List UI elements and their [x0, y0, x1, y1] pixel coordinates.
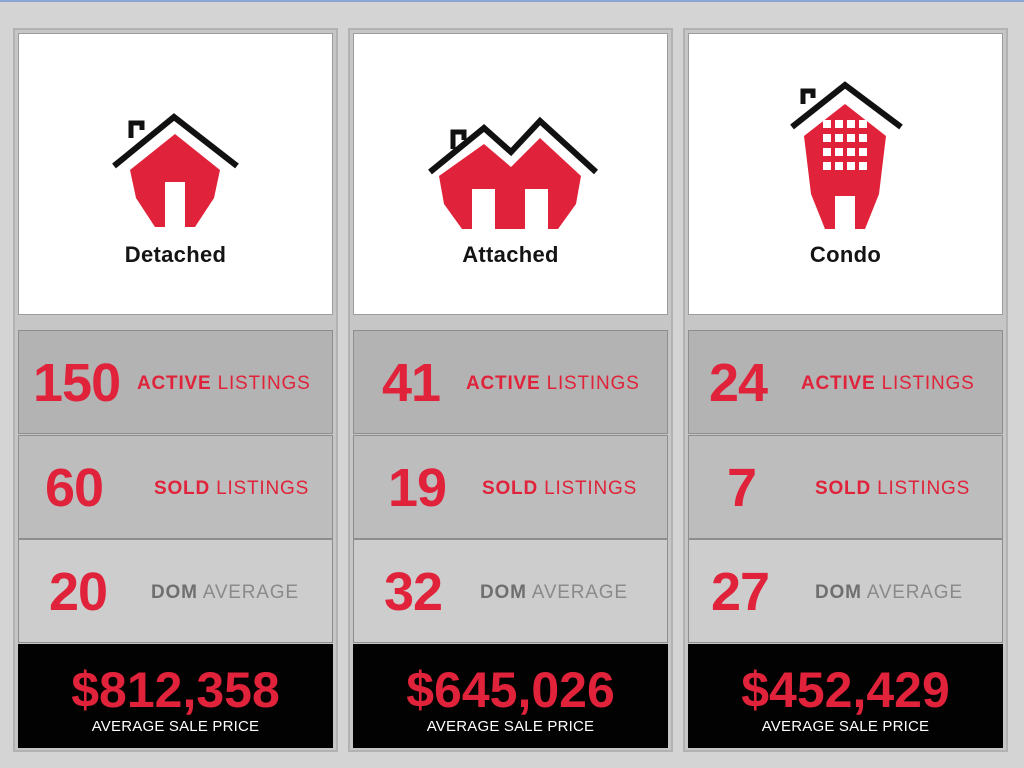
- active-listings-count: 41: [382, 353, 441, 413]
- property-type-card: Attached: [353, 33, 668, 315]
- active-listings-label: ACTIVE LISTINGS: [137, 373, 311, 394]
- attached-column: Attached 41 ACTIVE LISTINGS 19 SOLD LIST…: [348, 28, 673, 752]
- active-listings-row: 24 ACTIVE LISTINGS: [688, 330, 1003, 434]
- dom-average-value: 27: [711, 562, 770, 622]
- active-listings-count: 150: [33, 353, 121, 413]
- dom-average-label: DOM AVERAGE: [480, 582, 628, 603]
- average-sale-price-value: $645,026: [406, 662, 615, 718]
- average-sale-price-block: $645,026 AVERAGE SALE PRICE: [353, 644, 668, 748]
- detached-column: Detached 150 ACTIVE LISTINGS 60 SOLD LIS…: [13, 28, 338, 752]
- sold-listings-label: SOLD LISTINGS: [154, 478, 310, 499]
- average-sale-price-block: $812,358 AVERAGE SALE PRICE: [18, 644, 333, 748]
- average-sale-price-label: AVERAGE SALE PRICE: [426, 718, 595, 735]
- sold-listings-row: 19 SOLD LISTINGS: [353, 435, 668, 539]
- active-listings-count: 24: [709, 353, 768, 413]
- property-type-label: Condo: [809, 242, 882, 267]
- dom-average-row: 32 DOM AVERAGE: [353, 539, 668, 643]
- condo-column: Condo 24 ACTIVE LISTINGS 7 SOLD LISTINGS…: [683, 28, 1008, 752]
- property-type-label: Attached: [462, 242, 559, 267]
- dom-average-label: DOM AVERAGE: [151, 582, 299, 603]
- dom-average-label: DOM AVERAGE: [815, 582, 963, 603]
- dom-average-value: 20: [49, 562, 108, 622]
- active-listings-row: 41 ACTIVE LISTINGS: [353, 330, 668, 434]
- condo-building-icon: [790, 81, 903, 229]
- active-listings-row: 150 ACTIVE LISTINGS: [18, 330, 333, 434]
- sold-listings-count: 19: [388, 458, 447, 518]
- dom-average-row: 27 DOM AVERAGE: [688, 539, 1003, 643]
- active-listings-label: ACTIVE LISTINGS: [466, 373, 640, 394]
- dom-average-row: 20 DOM AVERAGE: [18, 539, 333, 643]
- sold-listings-row: 7 SOLD LISTINGS: [688, 435, 1003, 539]
- sold-listings-label: SOLD LISTINGS: [482, 478, 638, 499]
- average-sale-price-label: AVERAGE SALE PRICE: [91, 718, 260, 735]
- detached-house-icon: [112, 113, 239, 227]
- average-sale-price-label: AVERAGE SALE PRICE: [761, 718, 930, 735]
- property-type-label: Detached: [124, 242, 227, 267]
- property-type-card: Condo: [688, 33, 1003, 315]
- sold-listings-count: 7: [727, 458, 757, 518]
- property-type-card: Detached: [18, 33, 333, 315]
- sold-listings-count: 60: [45, 458, 104, 518]
- average-sale-price-block: $452,429 AVERAGE SALE PRICE: [688, 644, 1003, 748]
- dom-average-value: 32: [384, 562, 443, 622]
- average-sale-price-value: $452,429: [741, 662, 950, 718]
- attached-house-icon: [428, 116, 599, 229]
- sold-listings-row: 60 SOLD LISTINGS: [18, 435, 333, 539]
- sold-listings-label: SOLD LISTINGS: [815, 478, 971, 499]
- active-listings-label: ACTIVE LISTINGS: [801, 373, 975, 394]
- average-sale-price-value: $812,358: [71, 662, 280, 718]
